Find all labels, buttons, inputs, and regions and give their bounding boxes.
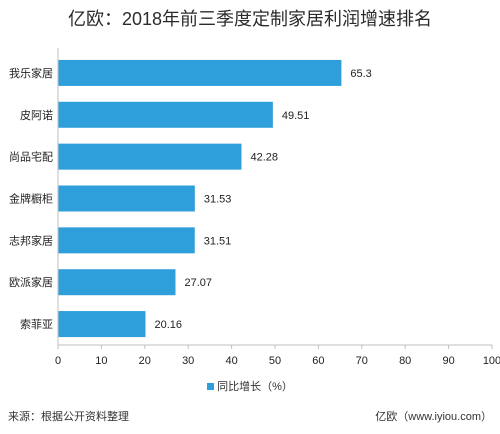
value-labels-layer: 65.3 49.51 42.28 31.53 31.51 27.07 20.16	[154, 68, 371, 331]
x-tick-label: 70	[356, 355, 368, 367]
x-tick-label: 0	[55, 355, 61, 367]
value-label: 31.53	[204, 194, 232, 206]
x-tick-label: 10	[95, 355, 107, 367]
x-tick-label: 90	[442, 355, 454, 367]
x-tick-label: 60	[312, 355, 324, 367]
category-label: 尚品宅配	[9, 150, 53, 164]
category-label: 我乐家居	[9, 66, 53, 80]
value-label: 65.3	[350, 68, 371, 80]
x-tick-label: 50	[269, 355, 281, 367]
value-label: 20.16	[154, 319, 182, 331]
chart-title: 亿欧：2018年前三季度定制家居利润增速排名	[67, 9, 433, 29]
value-label: 27.07	[184, 277, 212, 289]
bar	[58, 269, 176, 296]
x-tick-label: 20	[139, 355, 151, 367]
x-tick-label: 100	[483, 355, 500, 367]
x-tick-label: 80	[399, 355, 411, 367]
category-label: 志邦家居	[9, 233, 53, 247]
x-tick-label: 40	[225, 355, 237, 367]
category-label: 金牌橱柜	[9, 192, 53, 206]
legend-label: 同比增长（%）	[217, 381, 293, 393]
category-label: 欧派家居	[9, 275, 53, 289]
brand-note: 亿欧（www.iyiou.com）	[375, 411, 492, 423]
value-label: 49.51	[282, 110, 310, 122]
value-label: 31.51	[204, 235, 232, 247]
bar	[58, 227, 195, 254]
bar	[58, 185, 195, 212]
source-note: 来源：根据公开资料整理	[8, 411, 129, 423]
legend-swatch	[207, 383, 215, 390]
category-label: 皮阿诺	[20, 109, 53, 122]
bar	[58, 143, 242, 170]
value-label: 42.28	[250, 152, 278, 164]
bar	[58, 59, 342, 86]
bar	[58, 101, 273, 128]
category-label: 索菲亚	[20, 317, 53, 331]
bar	[58, 311, 146, 338]
bars-layer	[58, 59, 342, 338]
x-tick-label: 30	[182, 355, 194, 367]
legend: 同比增长（%）	[0, 378, 500, 394]
x-axis: 0 10 20 30 40 50 60 70 80 90 100	[55, 48, 500, 367]
